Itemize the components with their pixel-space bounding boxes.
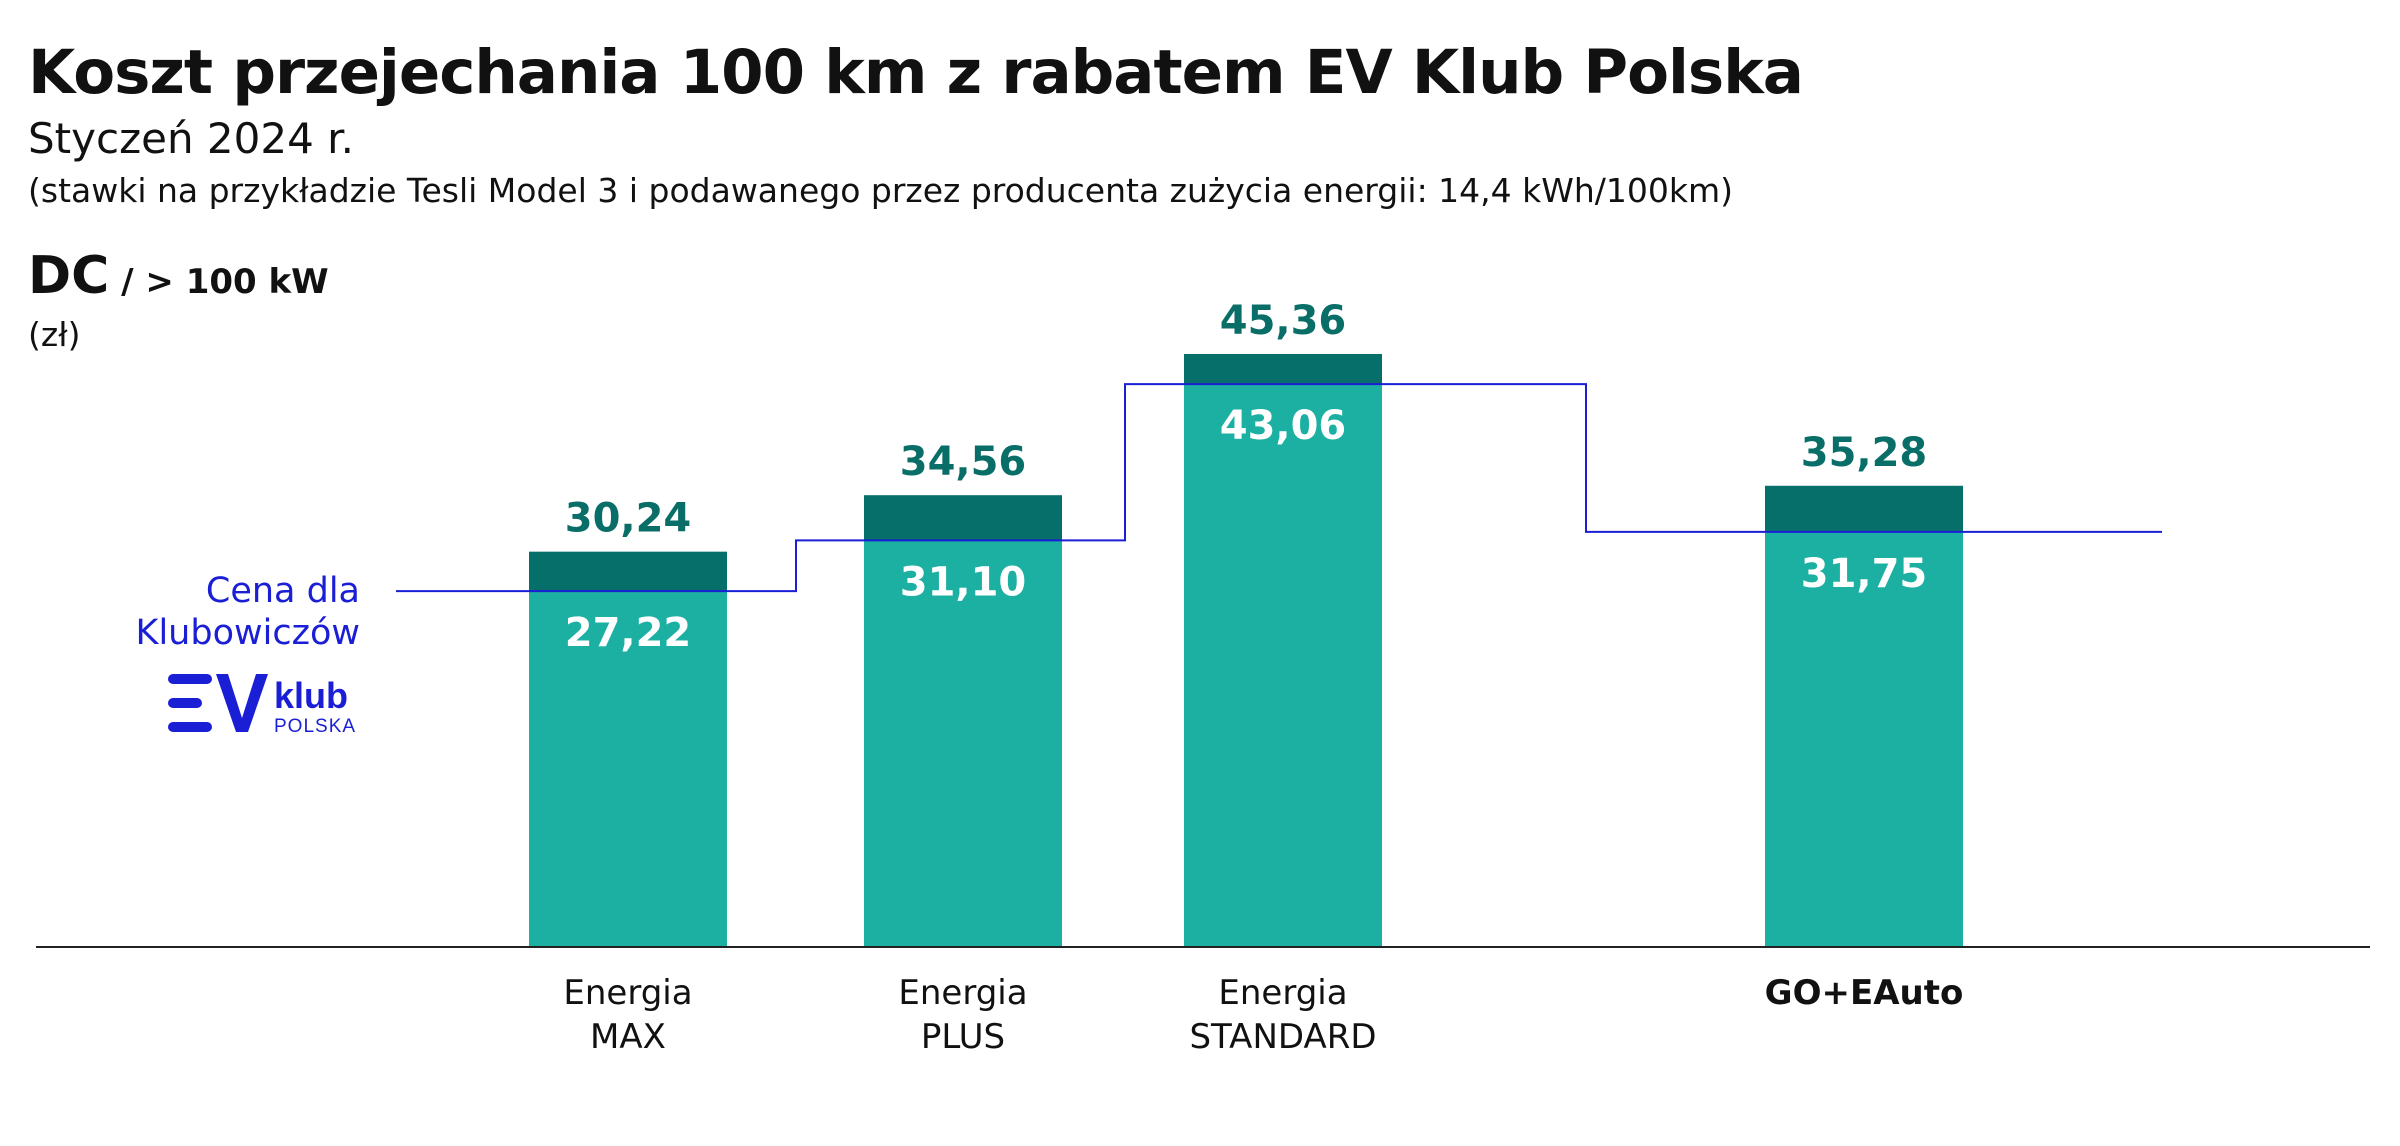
bar-member-price — [864, 540, 1062, 947]
member-price-label-line2: Klubowiczów — [135, 613, 361, 653]
category-label: MAX — [590, 1017, 666, 1057]
category-label: Energia — [898, 973, 1027, 1013]
member-price-line — [396, 383, 2162, 593]
unit-label: (zł) — [28, 315, 81, 354]
category-label: Energia — [563, 973, 692, 1013]
value-label-member: 43,06 — [1220, 403, 1347, 449]
category-label: STANDARD — [1189, 1017, 1376, 1057]
logo-klub-text: klub — [274, 675, 348, 716]
value-label-member: 31,10 — [900, 559, 1027, 605]
ev-klub-polska-logo: klub POLSKA — [168, 674, 356, 737]
bar-member-price — [1765, 531, 1963, 947]
logo-polska-text: POLSKA — [274, 716, 356, 737]
dc-heading: DC / > 100 kW — [28, 250, 329, 302]
value-label-member: 27,22 — [565, 610, 692, 656]
category-label: Energia — [1218, 973, 1347, 1013]
bar-member-price — [1184, 384, 1382, 947]
chart-note: (stawki na przykładzie Tesli Model 3 i p… — [28, 171, 1734, 210]
value-label-regular: 34,56 — [900, 439, 1027, 485]
value-label-regular: 35,28 — [1801, 430, 1928, 476]
value-label-regular: 30,24 — [565, 496, 692, 542]
dc-power: / > 100 kW — [109, 262, 329, 302]
chart-title: Koszt przejechania 100 km z rabatem EV K… — [28, 37, 1804, 108]
value-label-member: 31,75 — [1801, 551, 1928, 597]
bar-member-price — [529, 591, 727, 947]
member-price-label-line1: Cena dla — [205, 571, 360, 611]
category-label: PLUS — [921, 1017, 1005, 1057]
category-label: GO+EAuto — [1765, 973, 1964, 1013]
value-label-regular: 45,36 — [1220, 298, 1347, 344]
dc-label: DC — [28, 246, 110, 306]
chart-subtitle: Styczeń 2024 r. — [28, 114, 354, 163]
